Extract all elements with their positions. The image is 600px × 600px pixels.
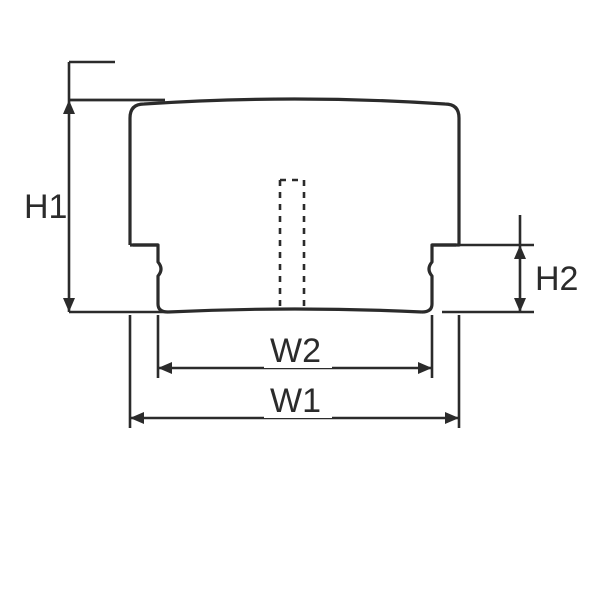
- dim-label: W1: [270, 382, 321, 420]
- cap-outline: [130, 99, 459, 245]
- plug-bottom: [168, 309, 422, 312]
- plug-left: [133, 245, 168, 312]
- dim-label: W2: [270, 332, 321, 370]
- dim-label: H1: [24, 188, 67, 226]
- dim-label: H2: [535, 260, 578, 298]
- technical-drawing: H1 H2 W2 W1: [0, 0, 600, 600]
- plug-right: [422, 245, 456, 312]
